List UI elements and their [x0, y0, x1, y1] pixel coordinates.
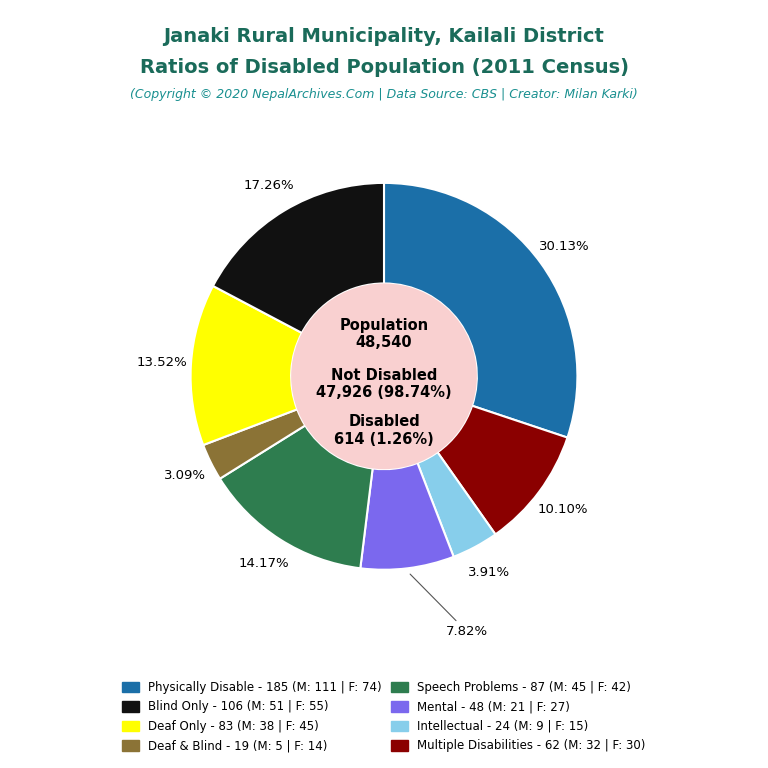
- Legend: Physically Disable - 185 (M: 111 | F: 74), Blind Only - 106 (M: 51 | F: 55), Dea: Physically Disable - 185 (M: 111 | F: 74…: [117, 675, 651, 758]
- Wedge shape: [220, 425, 372, 568]
- Circle shape: [291, 283, 477, 469]
- Text: 30.13%: 30.13%: [539, 240, 590, 253]
- Wedge shape: [190, 286, 302, 445]
- Wedge shape: [213, 183, 384, 333]
- Wedge shape: [418, 452, 495, 557]
- Wedge shape: [204, 409, 305, 478]
- Text: 10.10%: 10.10%: [538, 502, 588, 515]
- Text: 13.52%: 13.52%: [137, 356, 187, 369]
- Text: 7.82%: 7.82%: [410, 574, 488, 638]
- Text: Population
48,540: Population 48,540: [339, 317, 429, 350]
- Text: 3.09%: 3.09%: [164, 468, 206, 482]
- Text: 3.91%: 3.91%: [468, 566, 510, 579]
- Text: (Copyright © 2020 NepalArchives.Com | Data Source: CBS | Creator: Milan Karki): (Copyright © 2020 NepalArchives.Com | Da…: [130, 88, 638, 101]
- Text: Ratios of Disabled Population (2011 Census): Ratios of Disabled Population (2011 Cens…: [140, 58, 628, 77]
- Text: 17.26%: 17.26%: [244, 179, 294, 192]
- Wedge shape: [438, 406, 568, 535]
- Text: 14.17%: 14.17%: [239, 558, 290, 571]
- Text: Janaki Rural Municipality, Kailali District: Janaki Rural Municipality, Kailali Distr…: [164, 27, 604, 46]
- Text: Not Disabled
47,926 (98.74%): Not Disabled 47,926 (98.74%): [316, 368, 452, 400]
- Text: Disabled
614 (1.26%): Disabled 614 (1.26%): [334, 414, 434, 447]
- Wedge shape: [360, 463, 454, 570]
- Wedge shape: [384, 183, 578, 438]
